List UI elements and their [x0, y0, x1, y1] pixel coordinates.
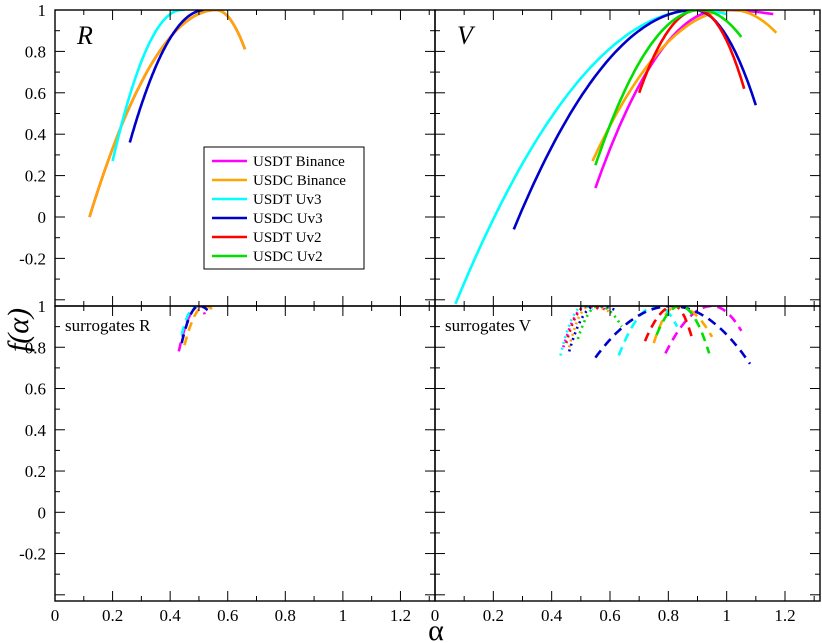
series-line-usdc-uv2-dash — [655, 306, 711, 354]
series-line-usdc-binance-solid — [591, 10, 778, 162]
panel-label: surrogates V — [445, 316, 532, 335]
legend-box — [203, 146, 365, 270]
y-tick-label: 0.8 — [25, 42, 46, 61]
y-tick-label: 0.4 — [25, 125, 47, 144]
panel-frame: 0 0.2 0.4 0.6 0.8 1 1.2 — [431, 305, 821, 625]
y-axis-title: f(α) — [2, 308, 35, 352]
y-tick-label: 1 — [38, 1, 47, 20]
series-line-usdt-uv3-solid — [454, 10, 728, 305]
y-tick-label: 0 — [38, 208, 47, 227]
legend-label: USDT Binance — [253, 154, 345, 170]
panel-series — [454, 10, 778, 305]
legend-label: USDT Uv3 — [253, 192, 321, 208]
panel-label: surrogates R — [65, 316, 151, 335]
panel-frame — [434, 9, 821, 307]
series-line-usdc-uv3-dash — [594, 306, 752, 365]
x-tick-label: 0.8 — [275, 606, 296, 625]
x-tick-label: 0.2 — [102, 606, 123, 625]
frame-rect — [434, 9, 821, 307]
panel-frame: 1 0.8 0.6 0.4 0.2 0 -0.2 0 0.2 0.4 0.6 0.8 1 1.2 — [19, 297, 436, 625]
x-tick-label: 0.2 — [483, 606, 504, 625]
legend-label: USDC Uv3 — [253, 211, 323, 227]
x-tick-label: 0.4 — [160, 606, 182, 625]
legend-item: USDT Uv2 — [212, 230, 321, 246]
series-line-usdc-uv3-dash — [180, 306, 209, 344]
panel-V: V — [454, 10, 778, 305]
x-axis-title: α — [428, 614, 444, 643]
x-tick-label: 1.2 — [390, 606, 411, 625]
legend: USDT Binance USDC Binance USDT Uv3 USDC Uv3… — [203, 146, 365, 270]
series-line-usdt-uv2-dash — [643, 306, 693, 342]
x-tick-label: 0 — [51, 606, 60, 625]
x-tick-label: 1 — [722, 606, 731, 625]
panel-series — [559, 306, 752, 365]
series-line-usdc-uv2-solid — [594, 10, 743, 166]
series-line-usdc-binance-dot — [567, 306, 611, 348]
frame-rect — [434, 305, 821, 602]
y-tick-label: -0.2 — [19, 545, 46, 564]
legend-item: USDC Uv3 — [212, 211, 323, 227]
series-line-usdc-uv3-solid — [128, 10, 204, 143]
y-tick-label: 0.2 — [25, 462, 46, 481]
y-tick-label: 0.8 — [25, 338, 46, 357]
x-tick-label: 1 — [339, 606, 348, 625]
y-tick-label: 0.6 — [25, 84, 46, 103]
legend-label: USDC Uv2 — [253, 249, 323, 265]
legend-label: USDT Uv2 — [253, 230, 321, 246]
y-tick-label: 1 — [38, 297, 47, 316]
x-tick-label: 0 — [431, 606, 440, 625]
series-line-usdt-uv3-solid — [111, 10, 185, 162]
y-tick-label: 0.4 — [25, 421, 47, 440]
panel-surrogates-V: surrogates V — [445, 306, 752, 365]
legend-label: USDC Binance — [253, 173, 346, 189]
panel-label: V — [457, 21, 476, 50]
panel-label: R — [76, 21, 93, 50]
series-line-usdc-uv3-dot — [567, 306, 617, 352]
series-line-usdt-binance-dash — [664, 306, 743, 354]
x-tick-label: 0.8 — [658, 606, 679, 625]
panel-series — [177, 306, 215, 352]
y-tick-label: 0.2 — [25, 167, 46, 186]
y-tick-label: -0.2 — [19, 249, 46, 268]
y-tick-label: 0 — [38, 503, 47, 522]
x-tick-label: 0.6 — [599, 606, 620, 625]
x-tick-label: 1.2 — [774, 606, 795, 625]
legend-item: USDT Uv3 — [212, 192, 321, 208]
series-line-usdt-uv3-dash — [617, 306, 679, 356]
x-tick-label: 0.4 — [541, 606, 563, 625]
legend-item: USDC Uv2 — [212, 249, 323, 265]
panel-surrogates-R: surrogates R — [65, 306, 215, 352]
x-tick-label: 0.6 — [217, 606, 238, 625]
series-line-usdt-uv2-dot — [565, 306, 602, 344]
y-tick-label: 0.6 — [25, 380, 46, 399]
frame-rect — [54, 305, 436, 602]
legend-item: USDT Binance — [212, 154, 345, 170]
axes-layer: 1 0.8 0.6 0.4 0.2 0 -0.2 1 0.8 0.6 0.4 0.2 0 -0.2 0 0.2… — [19, 1, 821, 625]
legend-item: USDC Binance — [212, 173, 346, 189]
series-line-usdc-binance-dash — [183, 306, 215, 346]
